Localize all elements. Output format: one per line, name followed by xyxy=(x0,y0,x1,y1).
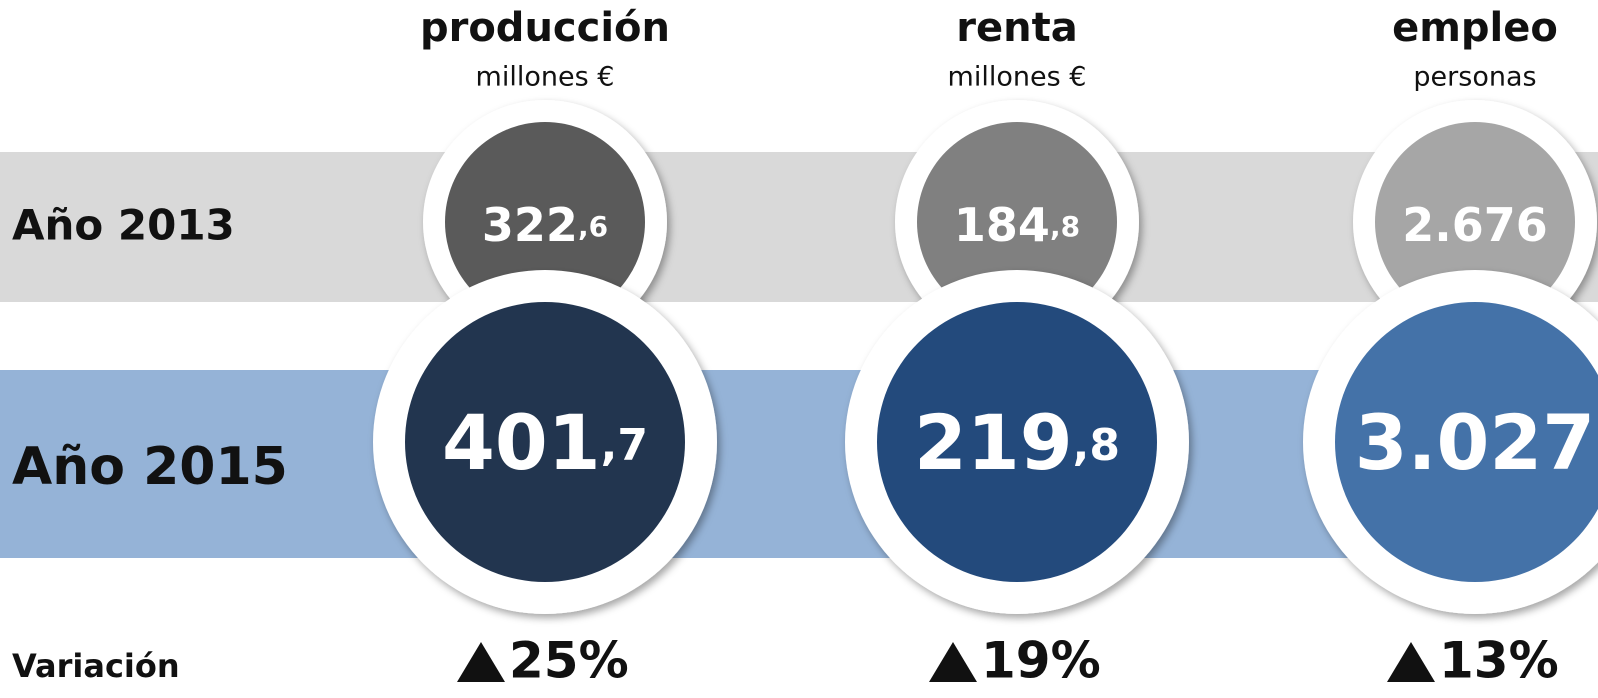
value-dec: ,8 xyxy=(1073,420,1120,471)
row-label: Variación xyxy=(12,647,180,685)
value: 219,8 xyxy=(914,398,1120,487)
circle-2013 xyxy=(445,122,645,322)
band-2013 xyxy=(0,152,1598,302)
value-int: 2.676 xyxy=(1402,198,1548,252)
up-arrow xyxy=(1387,642,1435,682)
row-label: Año 2013 xyxy=(12,201,235,250)
circle-2015 xyxy=(877,302,1157,582)
variation: 13% xyxy=(1439,632,1559,690)
value-int: 3.027 xyxy=(1355,398,1595,487)
circle-2013 xyxy=(917,122,1117,322)
value: 401,7 xyxy=(442,398,648,487)
value-dec: ,7 xyxy=(601,420,648,471)
circle-2015 xyxy=(405,302,685,582)
value-dec: ,6 xyxy=(578,210,608,243)
value-dec: ,8 xyxy=(1050,210,1080,243)
value-int: 401 xyxy=(442,398,601,487)
up-arrow xyxy=(457,642,505,682)
circle-2015 xyxy=(1335,302,1598,582)
value: 184,8 xyxy=(954,198,1080,252)
column-unit: millones € xyxy=(476,62,615,93)
column-title: producción xyxy=(420,5,670,51)
up-arrow xyxy=(929,642,977,682)
variation: 19% xyxy=(981,632,1101,690)
value: 322,6 xyxy=(482,198,608,252)
value: 2.676 xyxy=(1402,198,1548,252)
circle-2013 xyxy=(1375,122,1575,322)
variation: 25% xyxy=(509,632,629,690)
column-unit: personas xyxy=(1413,62,1536,93)
row-label: Año 2015 xyxy=(12,437,288,497)
value-int: 219 xyxy=(914,398,1073,487)
value-int: 184 xyxy=(954,198,1050,252)
value: 3.027 xyxy=(1355,398,1595,487)
column-unit: millones € xyxy=(948,62,1087,93)
column-title: empleo xyxy=(1392,5,1558,51)
value-int: 322 xyxy=(482,198,578,252)
column-title: renta xyxy=(956,5,1077,51)
